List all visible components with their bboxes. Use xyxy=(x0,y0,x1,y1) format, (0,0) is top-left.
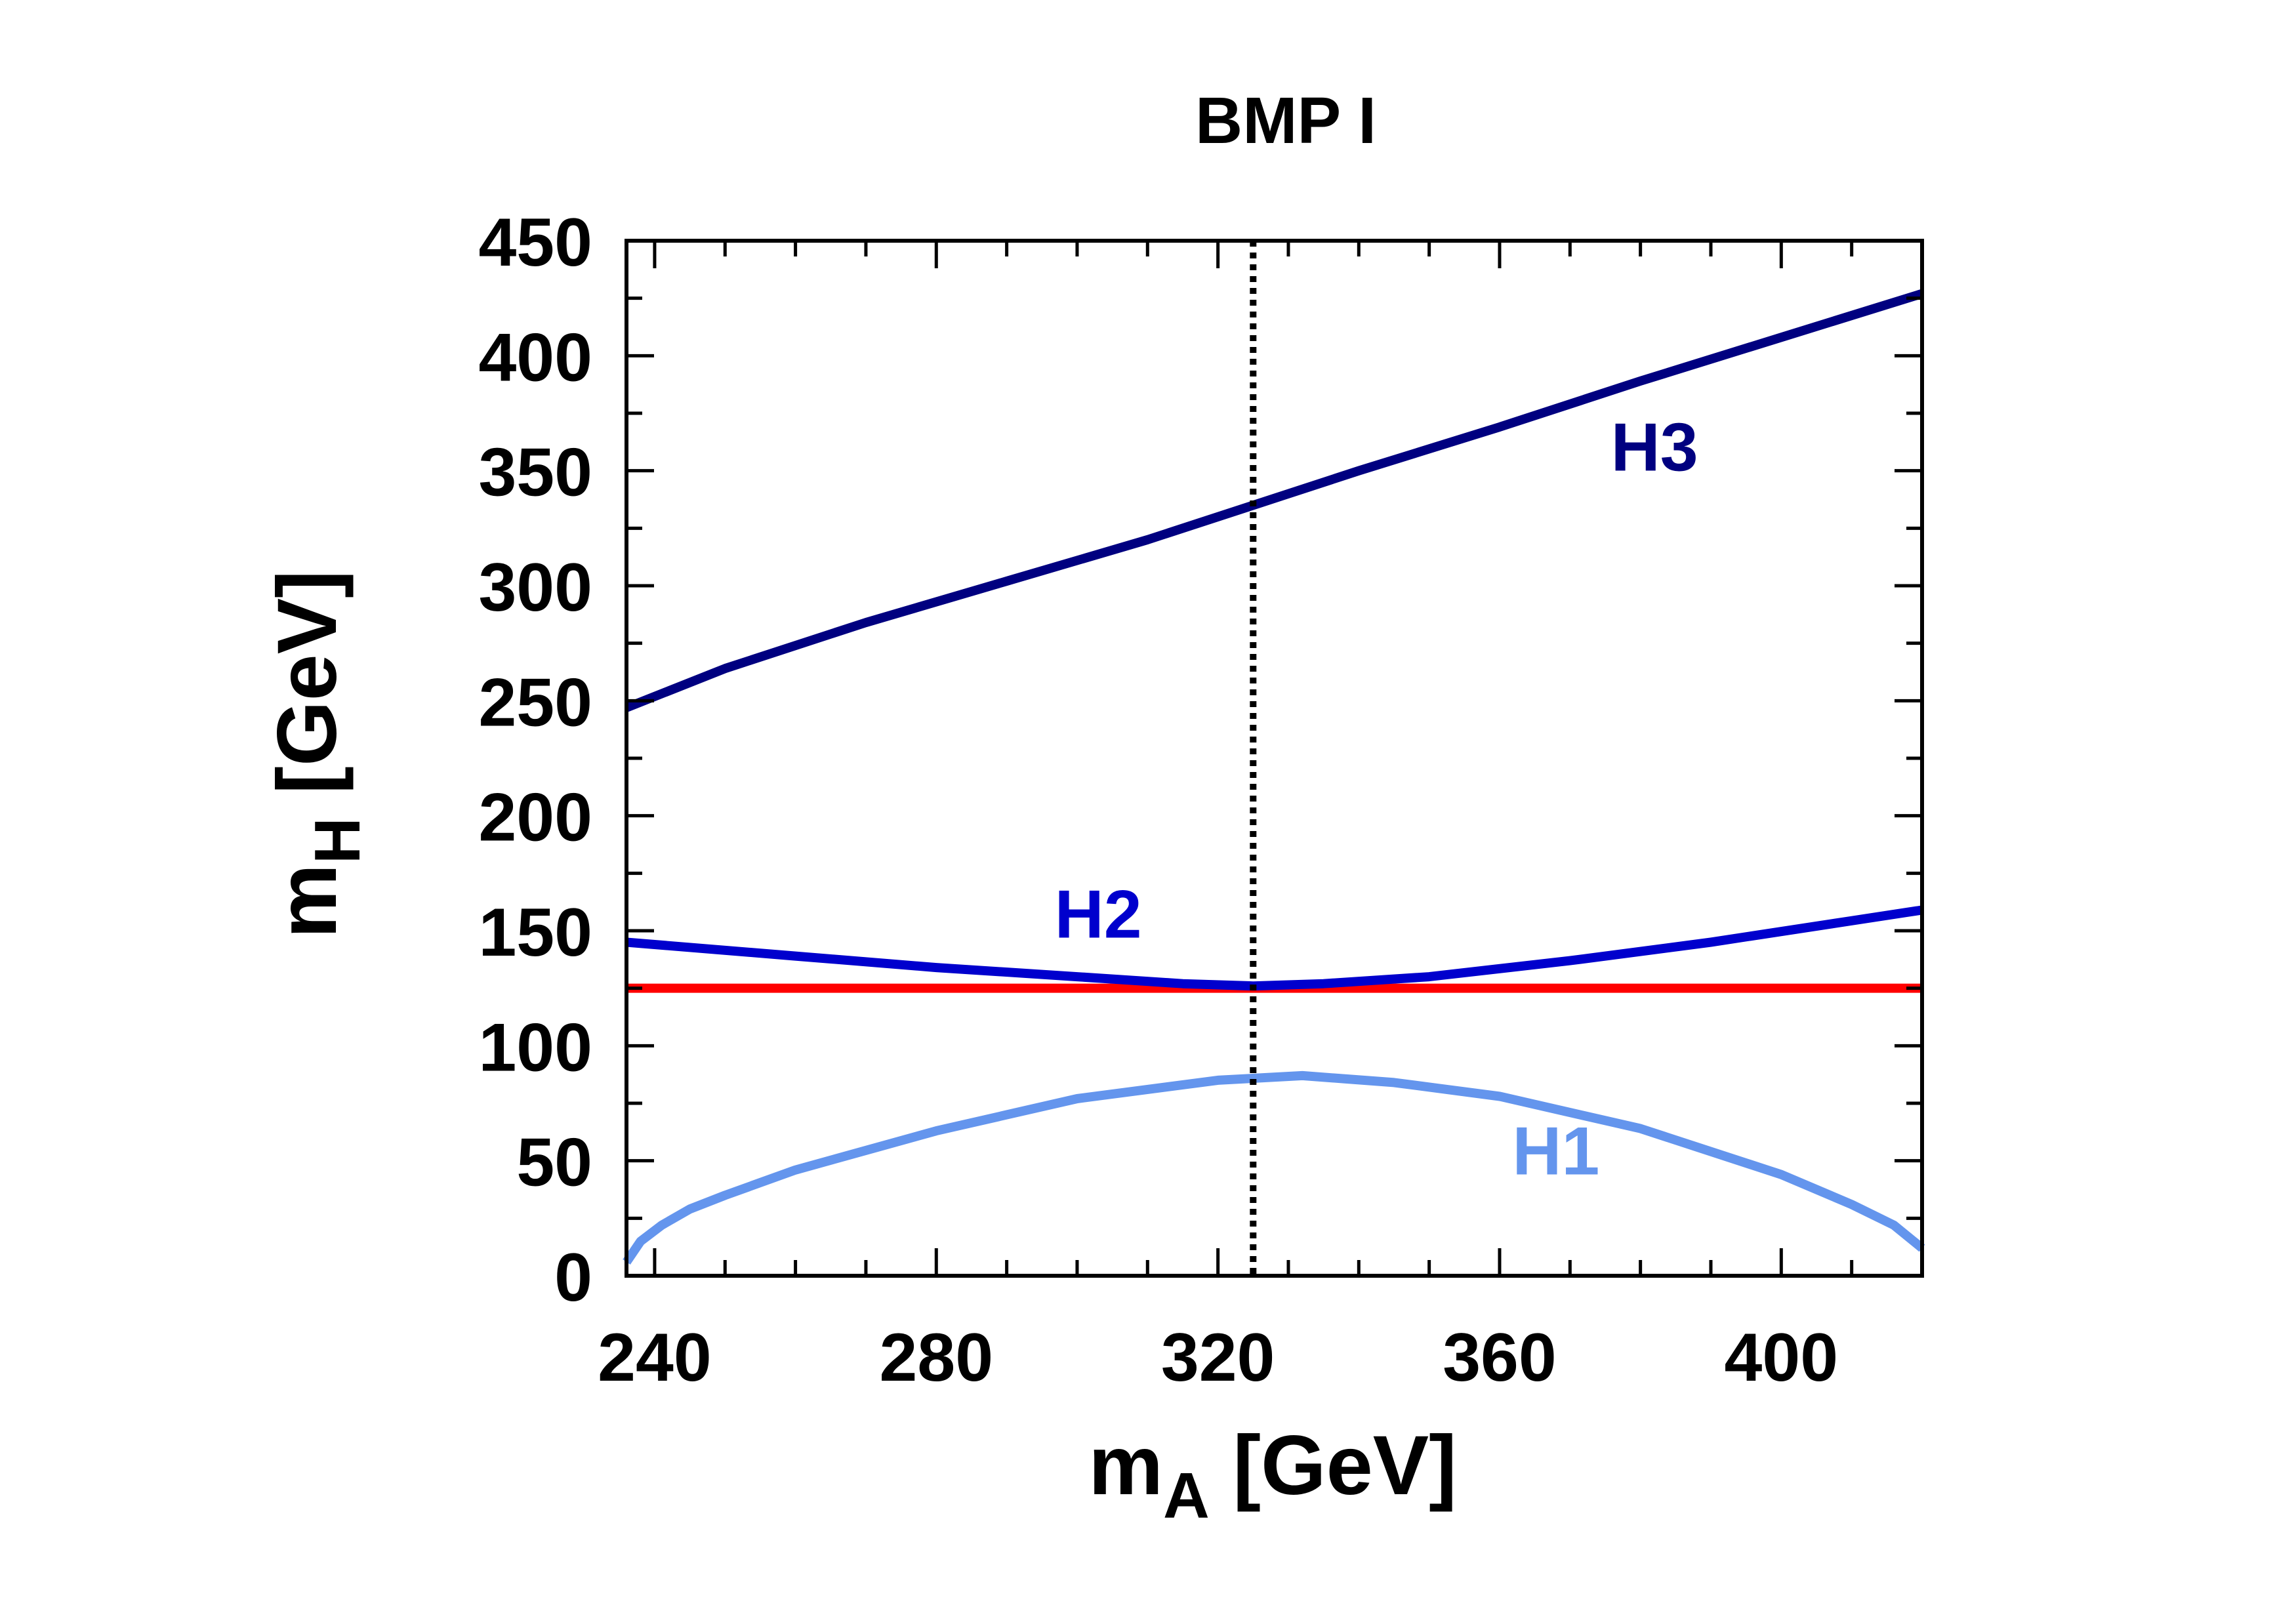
y-tick-label: 450 xyxy=(478,205,592,281)
y-axis-label-main: m xyxy=(260,864,354,939)
y-axis-label: mH [GeV] xyxy=(260,570,373,939)
chart-title: BMP I xyxy=(1195,84,1376,157)
y-axis-label-unit xyxy=(260,794,354,818)
x-axis-label-unit xyxy=(1210,1419,1233,1513)
x-tick-label: 320 xyxy=(1161,1320,1275,1396)
curve-label-h1: H1 xyxy=(1512,1114,1599,1190)
plot-frame xyxy=(625,239,1924,1278)
y-tick-label: 150 xyxy=(478,895,592,971)
y-tick-label: 400 xyxy=(478,319,592,396)
ticks: 240 280 320 360 400 0 50 100 150 200 250 300 350 400 4… xyxy=(478,205,1924,1396)
y-tick-label: 50 xyxy=(516,1125,592,1201)
x-tick-label: 240 xyxy=(598,1320,712,1396)
y-tick-label: 300 xyxy=(478,550,592,626)
y-axis-label-unit-text: [GeV] xyxy=(260,570,354,794)
series-line-h1 xyxy=(623,1070,1925,1265)
curve-label-h2: H2 xyxy=(1055,877,1142,953)
x-axis-label-main: m xyxy=(1088,1419,1163,1513)
x-axis-label-unit-text: [GeV] xyxy=(1233,1419,1456,1513)
series-lines xyxy=(623,241,1925,1276)
x-tick-label: 400 xyxy=(1725,1320,1839,1396)
x-tick-label: 360 xyxy=(1443,1320,1557,1396)
y-tick-label: 200 xyxy=(478,780,592,856)
y-tick-label: 100 xyxy=(478,1009,592,1086)
x-axis-label: mA [GeV] xyxy=(1088,1419,1457,1532)
axes xyxy=(625,239,1924,1278)
curve-label-h3: H3 xyxy=(1611,410,1698,486)
curve-labels: H3 H2 H1 xyxy=(1055,410,1698,1190)
series-line-h2 xyxy=(626,905,1923,991)
series-line-h3 xyxy=(625,289,1924,712)
y-axis-label-sub: H xyxy=(301,817,373,864)
y-tick-label: 0 xyxy=(554,1240,592,1316)
x-tick-label: 280 xyxy=(880,1320,994,1396)
x-axis-label-sub: A xyxy=(1163,1459,1210,1532)
y-tick-label: 250 xyxy=(478,664,592,741)
y-tick-label: 350 xyxy=(478,435,592,511)
